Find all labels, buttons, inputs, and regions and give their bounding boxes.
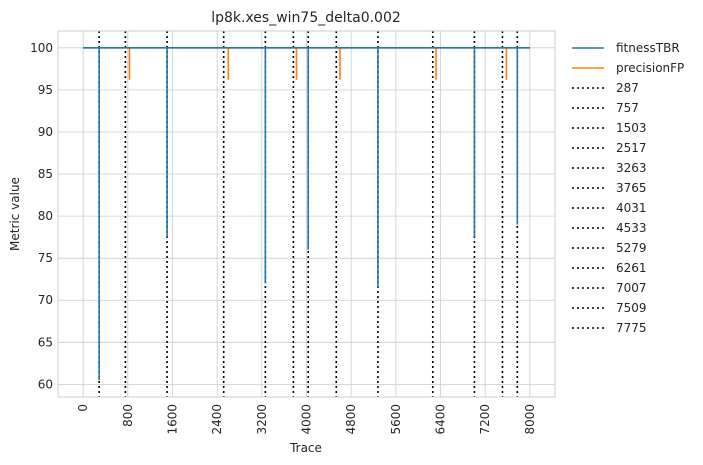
x-tick-label: 1600 [165,404,179,435]
x-tick-label: 800 [121,404,135,427]
series-line-fitnessTBR [83,47,530,381]
y-tick-labels: 60 65 70 75 80 85 90 95 100 [30,41,53,392]
x-tick-label: 3200 [255,404,269,435]
plot-frame [57,30,556,398]
legend-label: 3765 [616,181,647,195]
y-axis-label: Metric value [8,177,22,251]
legend-label: 2517 [616,141,647,155]
legend-label: 1503 [616,121,647,135]
x-tick-label: 5600 [389,404,403,435]
series-lines [83,47,530,381]
x-axis-label: Trace [289,441,322,455]
y-tick-label: 95 [38,83,53,97]
y-tick-label: 100 [30,41,53,55]
y-tick-label: 85 [38,167,53,181]
y-tick-label: 65 [38,335,53,349]
y-tick-label: 75 [38,251,53,265]
legend-label: 7509 [616,301,647,315]
x-tick-label: 7200 [478,404,492,435]
legend-label: 3263 [616,161,647,175]
legend-label: 7775 [616,321,647,335]
legend-label: 4533 [616,221,647,235]
chart-title: lp8k.xes_win75_delta0.002 [211,10,401,26]
legend-label: precisionFP [616,61,684,75]
x-tick-label: 4000 [300,404,314,435]
x-tick-label: 4800 [344,404,358,435]
x-tick-label: 8000 [523,404,537,435]
legend: fitnessTBR precisionFP 287 757 1503 2517 3263 3… [572,41,684,335]
legend-label: 287 [616,81,639,95]
x-tick-label: 6400 [434,404,448,435]
legend-label: 6261 [616,261,647,275]
y-tick-label: 80 [38,209,53,223]
y-tick-label: 90 [38,125,53,139]
y-tick-label: 70 [38,293,53,307]
legend-label: 4031 [616,201,647,215]
legend-label: 757 [616,101,639,115]
y-tick-label: 60 [38,377,53,391]
x-tick-labels: 0 800 1600 2400 3200 4000 4800 5600 6400 7200 8000 [76,404,537,435]
legend-label: 5279 [616,241,647,255]
x-tick-label: 2400 [210,404,224,435]
legend-label: 7007 [616,281,647,295]
legend-label: fitnessTBR [616,41,680,55]
x-tick-label: 0 [76,404,90,412]
